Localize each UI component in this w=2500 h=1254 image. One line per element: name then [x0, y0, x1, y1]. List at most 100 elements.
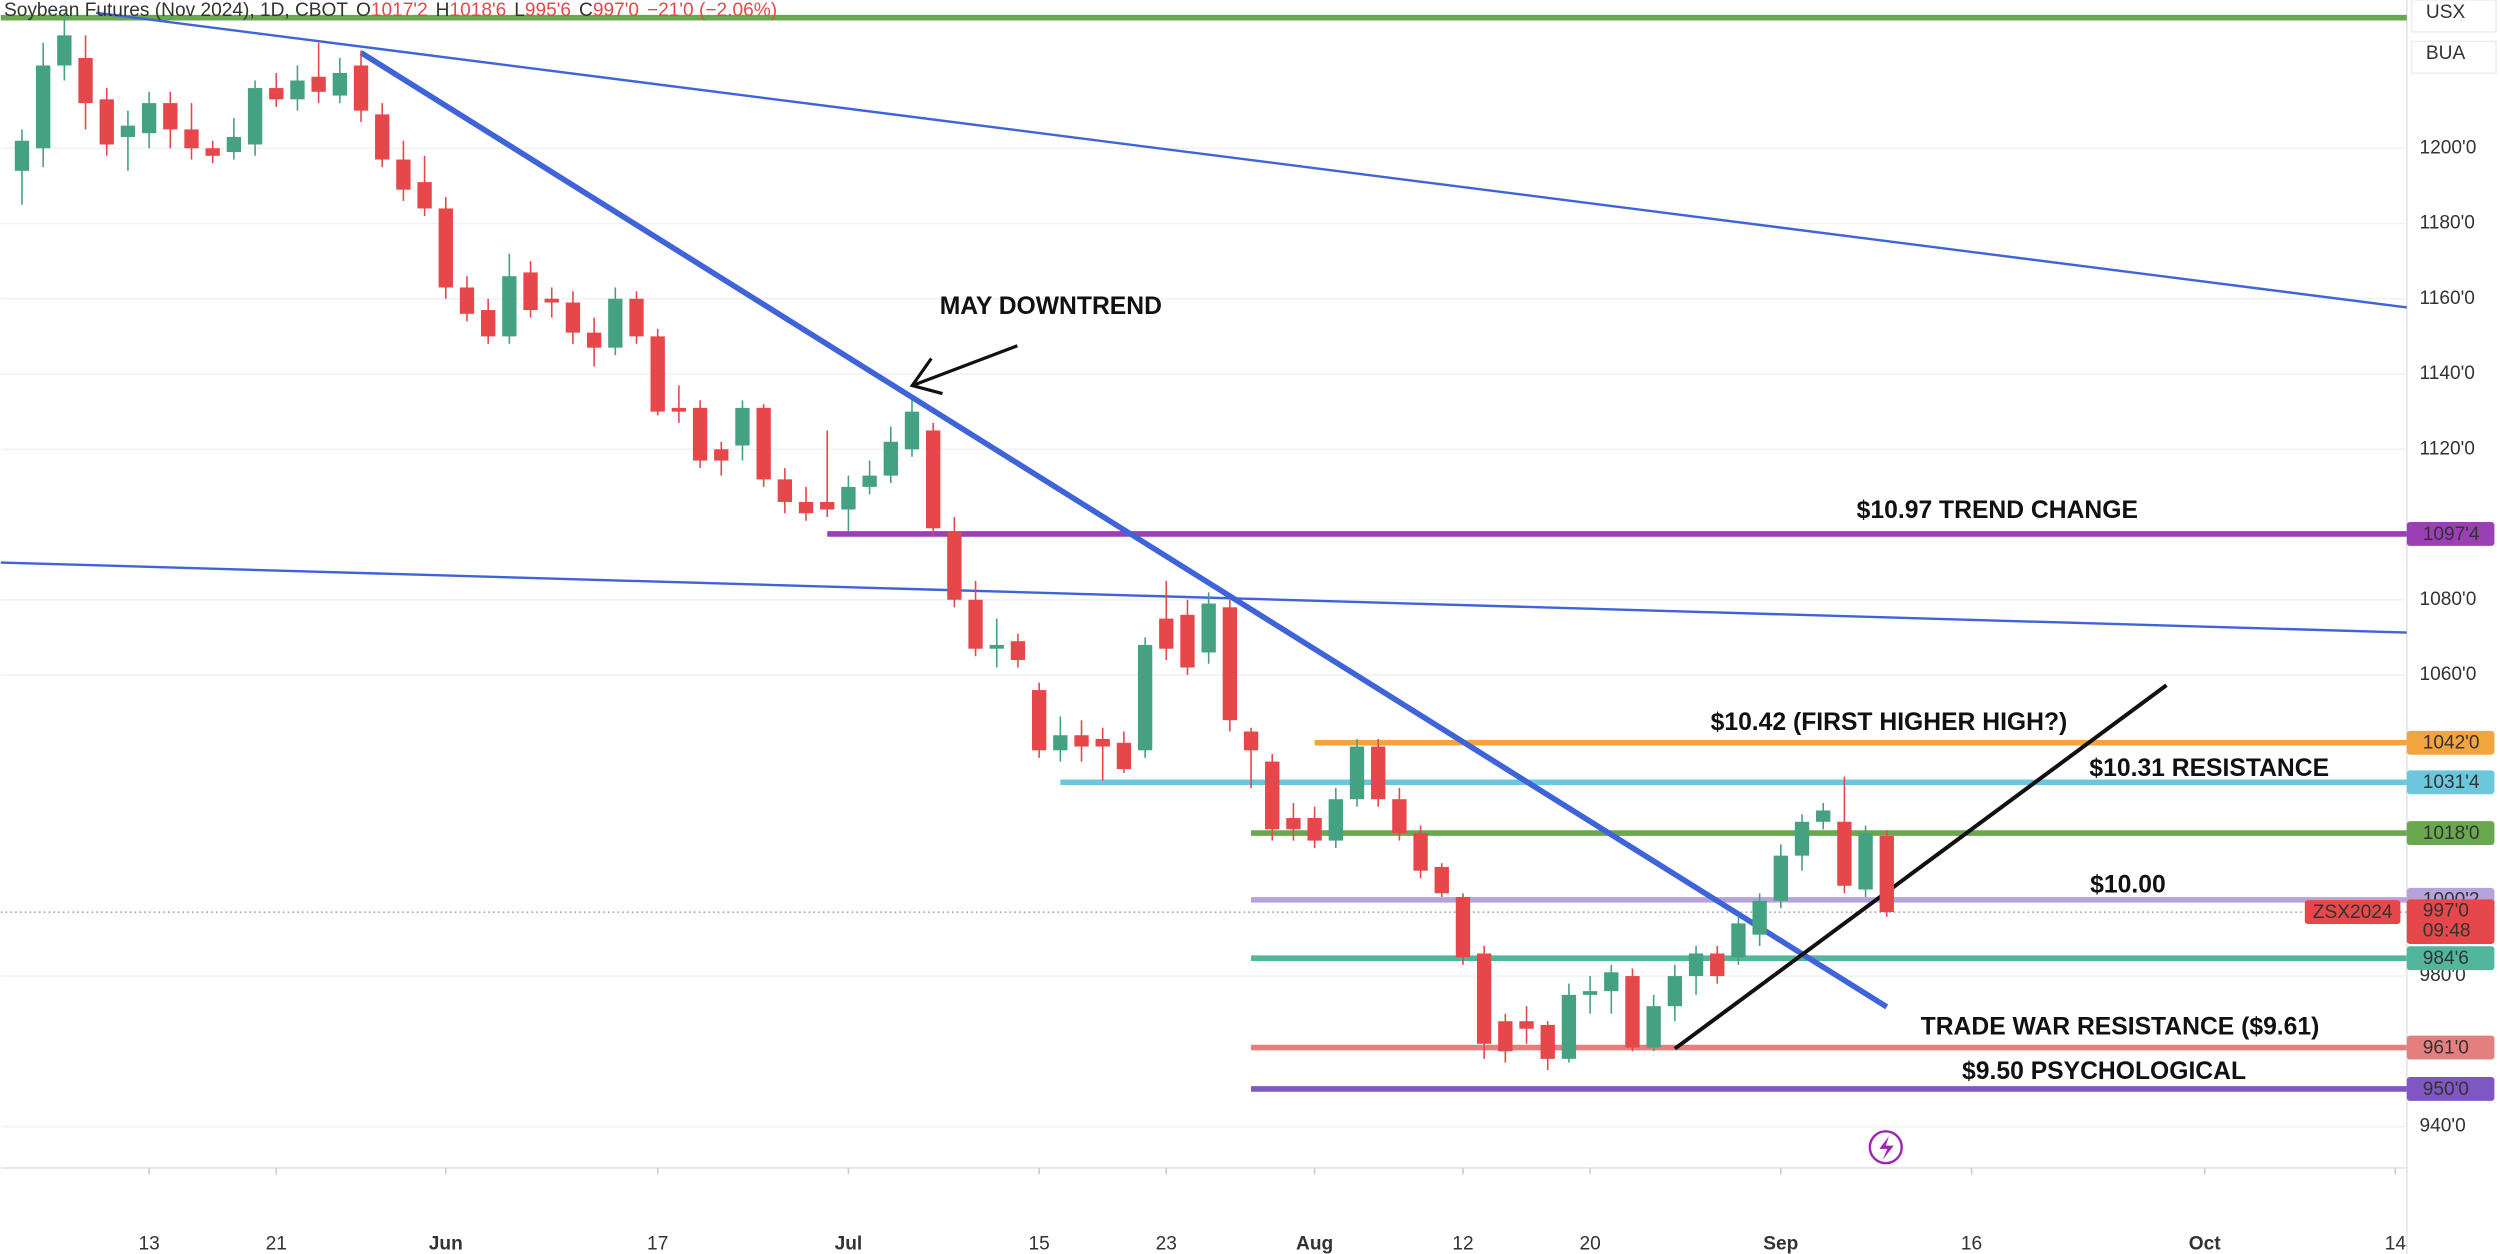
candle-body: [290, 80, 305, 100]
candle-body: [1371, 746, 1386, 800]
y-tick-label: 1160'0: [2420, 288, 2475, 309]
candle-body: [586, 332, 602, 348]
price-tag: [2406, 899, 2495, 944]
candle-body: [735, 407, 750, 446]
candle-body: [1646, 1006, 1661, 1048]
candle-body: [1159, 618, 1174, 649]
y-tick-label: 1200'0: [2420, 137, 2477, 158]
x-tick-label: Sep: [1763, 1233, 1798, 1254]
annotation: TRADE WAR RESISTANCE ($9.61): [1921, 1013, 2320, 1040]
candle-body: [14, 140, 30, 171]
candle-body: [1095, 739, 1110, 747]
x-tick-label: 17: [647, 1233, 668, 1254]
candle-body: [269, 88, 284, 100]
unit-label: BUA: [2426, 43, 2466, 64]
candle-body: [1031, 690, 1047, 751]
candle-body: [650, 336, 665, 412]
candle-body: [1710, 953, 1725, 977]
candle-body: [692, 407, 708, 461]
header-key: H: [436, 0, 450, 21]
trendline: [359, 50, 1889, 1010]
candle-body: [1837, 821, 1852, 886]
candle-body: [1604, 972, 1619, 992]
level-tag-label: 1018'0: [2423, 823, 2480, 844]
candle-body: [163, 103, 178, 130]
trendline: [1673, 683, 2168, 1051]
y-tick-label: 940'0: [2420, 1116, 2466, 1137]
candle-body: [1476, 953, 1492, 1044]
candle-body: [1858, 833, 1873, 890]
candle-body: [756, 407, 771, 480]
level-tag: [2406, 1035, 2495, 1060]
trendline: [0, 561, 2407, 634]
candle-body: [311, 76, 326, 92]
y-tick-label: 1060'0: [2420, 664, 2477, 685]
level-tag-label: 1042'0: [2423, 733, 2480, 754]
candle-body: [862, 475, 877, 487]
level-tag: [2406, 946, 2495, 971]
candle-body: [671, 407, 687, 412]
candle-body: [1349, 746, 1365, 800]
candle-body: [141, 103, 157, 134]
candle-body: [926, 430, 941, 529]
plot: [0, 11, 2407, 1092]
candle-body: [1582, 991, 1598, 995]
candle-body: [1879, 835, 1894, 913]
header-value: 995'6: [525, 0, 571, 21]
candle-body: [1413, 833, 1428, 871]
alert-icon[interactable]: [1868, 1130, 1903, 1165]
unit-label: USX: [2426, 2, 2466, 23]
candle-body: [523, 272, 538, 311]
candle-body: [904, 411, 920, 450]
countdown-label: 09:48: [2423, 920, 2471, 941]
level-tag: [2406, 1076, 2495, 1101]
trendline: [95, 11, 2407, 309]
candle-body: [1752, 900, 1767, 935]
x-tick-label: 15: [1029, 1233, 1050, 1254]
candle-body: [205, 148, 220, 156]
alert-icon-bolt: [1879, 1136, 1894, 1160]
candle-body: [1074, 735, 1089, 747]
candle-body: [1688, 953, 1704, 977]
candle-body: [989, 644, 1004, 649]
unit-box: [2410, 40, 2497, 75]
candle-body: [1455, 897, 1471, 958]
level-tag: [2406, 521, 2495, 546]
header-value: 1018'6: [450, 0, 507, 21]
candle-body: [1392, 799, 1407, 834]
unit-box: [2410, 0, 2497, 33]
symbol-tag: [2304, 900, 2401, 925]
x-tick-label: 23: [1156, 1233, 1177, 1254]
candle-body: [1222, 607, 1238, 721]
header-key: C: [579, 0, 593, 21]
x-tick-label: 14: [2385, 1233, 2407, 1254]
candle-body: [226, 136, 242, 153]
candle-body: [1667, 976, 1683, 1007]
candle-body: [947, 532, 962, 600]
candle-body: [1243, 731, 1259, 751]
candle-body: [417, 182, 432, 209]
candle-body: [544, 298, 559, 303]
candle-body: [565, 302, 581, 333]
candle-body: [1498, 1021, 1513, 1052]
x-tick-label: 20: [1579, 1233, 1600, 1254]
annotation: $10.31 RESISTANCE: [2089, 755, 2329, 782]
candle-body: [1434, 866, 1449, 894]
candle-body: [1201, 603, 1216, 653]
candle-body: [57, 35, 72, 66]
candle-body: [332, 72, 348, 96]
arrow: [911, 344, 1018, 388]
annotation: $10.00: [2090, 871, 2166, 898]
candle-body: [375, 114, 390, 160]
candle-body: [798, 501, 814, 514]
candle-body: [1731, 923, 1746, 958]
level-tag-label: 950'0: [2423, 1079, 2469, 1100]
candle-body: [777, 479, 793, 502]
x-tick-label: Oct: [2189, 1233, 2221, 1254]
candle-body: [120, 125, 136, 137]
candle-body: [396, 159, 411, 190]
level-tag: [2406, 730, 2495, 755]
candle-body: [841, 486, 856, 510]
